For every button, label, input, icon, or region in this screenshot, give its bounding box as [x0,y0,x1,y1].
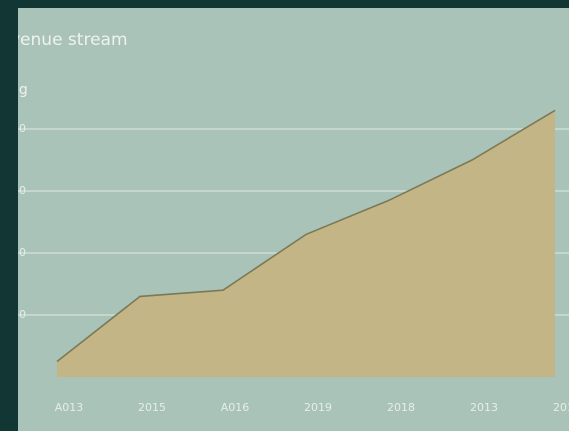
x-tick-label: 2015 [138,401,166,414]
x-tick-label: 2019 [304,401,332,414]
y-tick-label: 20 [12,308,26,321]
x-tick-label: 2013 [470,401,498,414]
x-tick-label: 2015 [553,401,569,414]
y-tick-label: 80 [12,122,26,135]
y-tick-label: 40 [12,246,26,259]
chart-title: venue stream [10,30,128,50]
line [56,109,556,363]
x-tick-label: A013 [55,401,84,414]
y-tick-label: 60 [12,184,26,197]
chart-subtitle: ng [10,82,28,98]
x-tick-label: 2018 [387,401,415,414]
area [57,110,555,378]
x-tick-label: A016 [221,401,250,414]
plot: venue stream ng 20 40 60 80 A013 2015 A016 2019… [10,30,569,414]
